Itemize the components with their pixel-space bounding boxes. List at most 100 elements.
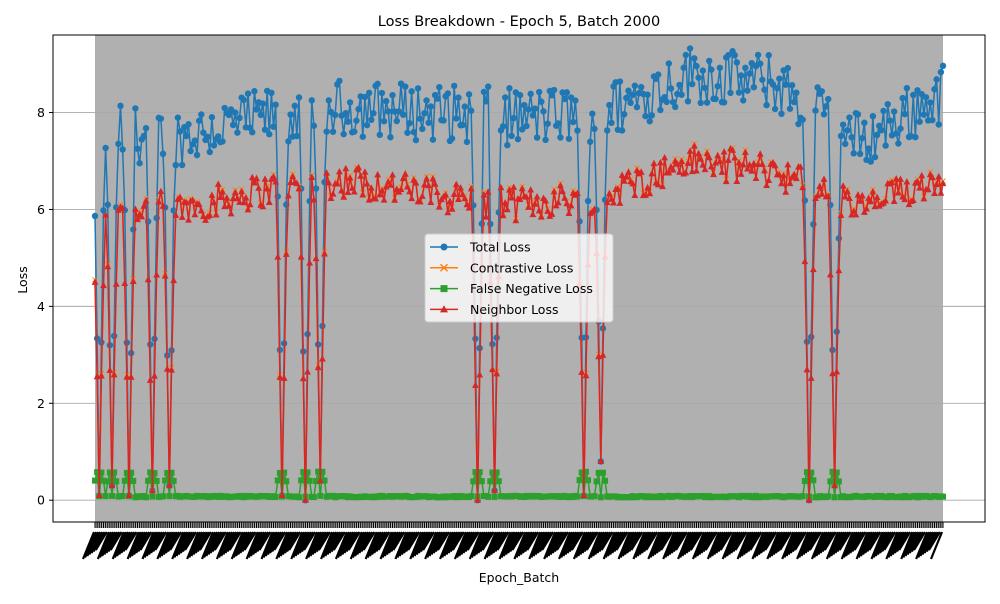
data-point-neighbor xyxy=(129,277,137,285)
data-point-neighbor xyxy=(302,496,309,503)
data-point-total xyxy=(119,146,126,153)
data-point-neighbor xyxy=(503,205,511,213)
data-point-false-negative xyxy=(98,469,105,476)
x-tick-label xyxy=(626,531,640,554)
x-tick-label xyxy=(441,531,455,558)
x-tick-label xyxy=(337,531,351,558)
data-point-neighbor xyxy=(491,486,498,494)
data-point-total xyxy=(325,97,332,104)
legend-marker xyxy=(440,263,448,272)
x-tick-label xyxy=(468,531,482,560)
x-tick-label xyxy=(772,531,786,555)
x-tick-label xyxy=(862,531,875,555)
data-point-total xyxy=(448,135,456,142)
data-point-total xyxy=(406,119,413,127)
data-point-neighbor xyxy=(531,200,539,207)
data-point-neighbor xyxy=(387,181,394,188)
data-point-neighbor xyxy=(157,187,165,195)
data-point-neighbor xyxy=(756,150,764,157)
x-tick-label xyxy=(113,531,127,558)
data-point-total xyxy=(616,78,624,85)
x-tick-label xyxy=(330,531,344,553)
data-point-neighbor xyxy=(646,189,654,197)
data-point-neighbor xyxy=(231,188,239,196)
x-tick-label xyxy=(830,531,844,557)
x-tick-label xyxy=(889,531,903,557)
x-tick-label xyxy=(237,531,251,555)
data-point-total xyxy=(266,131,273,138)
data-point-neighbor xyxy=(501,199,509,206)
x-tick-label xyxy=(249,531,263,557)
data-point-total xyxy=(365,89,373,97)
x-tick-label xyxy=(681,531,695,557)
x-tick-label xyxy=(375,531,389,553)
x-tick-label xyxy=(857,531,871,558)
data-point-total xyxy=(623,94,630,102)
data-point-false-negative xyxy=(281,469,288,476)
x-tick-label xyxy=(902,531,916,558)
data-point-total xyxy=(689,80,696,88)
x-tick-label xyxy=(666,531,680,557)
data-point-neighbor xyxy=(104,262,112,270)
data-point-neighbor xyxy=(703,149,711,157)
x-tick-label xyxy=(407,531,421,551)
data-point-neighbor xyxy=(242,194,250,201)
data-point-total xyxy=(865,145,872,152)
data-point-total xyxy=(102,144,109,152)
x-tick-label xyxy=(275,531,289,560)
data-point-total xyxy=(903,84,911,92)
data-point-neighbor xyxy=(506,186,513,193)
data-point-neighbor xyxy=(308,173,316,180)
x-tick-label xyxy=(211,531,225,553)
chart-legend: Total Loss Contrastive Loss False Negative… xyxy=(424,233,614,323)
data-point-false-negative xyxy=(113,478,120,485)
x-tick-label xyxy=(774,531,788,554)
x-tick-label xyxy=(562,531,576,557)
data-point-total xyxy=(776,75,783,82)
data-point-neighbor xyxy=(741,148,749,156)
x-tick-label xyxy=(519,531,533,555)
data-point-total xyxy=(786,105,794,112)
x-tick-label xyxy=(300,531,314,553)
data-point-neighbor xyxy=(843,187,851,195)
data-point-neighbor xyxy=(693,167,700,174)
data-point-neighbor xyxy=(452,180,460,188)
x-tick-label xyxy=(424,531,438,560)
x-tick-label xyxy=(179,531,193,554)
data-point-neighbor xyxy=(775,170,783,178)
data-point-neighbor xyxy=(561,194,569,201)
data-point-total xyxy=(523,122,530,130)
data-point-total xyxy=(561,95,568,103)
x-tick-label xyxy=(436,531,450,551)
data-point-total xyxy=(882,142,889,149)
x-tick-label xyxy=(827,531,841,558)
data-point-total xyxy=(378,89,386,97)
data-point-false-negative xyxy=(468,493,475,500)
x-tick-label xyxy=(915,531,929,560)
data-point-false-negative xyxy=(300,469,307,476)
data-point-neighbor xyxy=(563,199,571,207)
data-point-neighbor xyxy=(565,209,573,216)
data-point-false-negative xyxy=(591,493,598,500)
x-tick-label xyxy=(247,531,261,558)
data-point-total xyxy=(737,72,745,79)
data-point-neighbor xyxy=(236,198,243,205)
data-point-total xyxy=(440,117,447,124)
x-tick-label xyxy=(781,531,795,560)
data-point-neighbor xyxy=(654,181,662,188)
data-point-neighbor xyxy=(805,496,813,503)
data-point-neighbor xyxy=(818,190,826,197)
y-tick-label: 2 xyxy=(37,396,45,411)
data-point-total xyxy=(665,60,673,67)
data-point-total xyxy=(897,125,904,132)
x-tick-label xyxy=(443,531,457,557)
x-tick-label xyxy=(164,531,178,554)
data-point-neighbor xyxy=(559,187,566,195)
x-tick-label xyxy=(740,531,754,557)
data-point-false-negative xyxy=(578,469,585,476)
data-point-neighbor xyxy=(894,189,902,196)
data-point-neighbor xyxy=(873,193,881,201)
x-tick-label xyxy=(689,531,703,551)
data-point-false-negative xyxy=(306,477,313,484)
data-point-total xyxy=(712,95,719,103)
